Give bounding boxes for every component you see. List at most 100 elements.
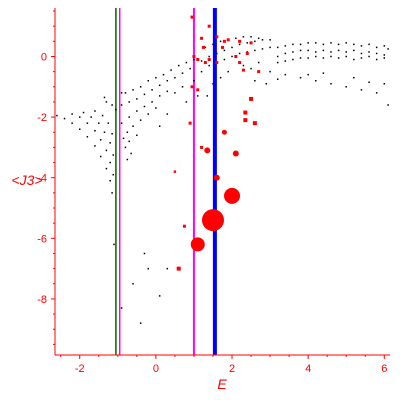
data-point — [94, 110, 96, 112]
data-point — [132, 125, 134, 127]
red-series — [173, 15, 261, 271]
data-point — [158, 84, 161, 87]
x-tick-label: 0 — [153, 363, 159, 375]
data-point — [166, 113, 169, 115]
data-point — [238, 52, 241, 55]
data-point — [219, 40, 222, 43]
data-point — [246, 42, 248, 44]
data-point — [223, 58, 226, 61]
data-point — [375, 52, 378, 55]
data-point — [284, 52, 287, 55]
data-point — [322, 57, 325, 59]
data-point — [227, 70, 229, 73]
data-point — [315, 42, 317, 44]
data-point — [200, 60, 203, 62]
data-point — [147, 267, 150, 270]
data-point — [330, 55, 332, 58]
data-point — [115, 108, 117, 111]
data-point — [254, 79, 256, 82]
data-point — [368, 55, 370, 58]
x-tick-label: 2 — [229, 363, 235, 375]
data-point — [105, 167, 108, 170]
data-point — [143, 252, 146, 255]
data-point — [383, 83, 386, 85]
data-point — [201, 45, 205, 49]
data-point — [337, 43, 340, 46]
data-point — [200, 145, 204, 149]
data-point — [231, 46, 233, 49]
data-point — [269, 39, 271, 41]
data-point — [269, 46, 271, 49]
data-point — [86, 136, 89, 138]
data-point — [257, 70, 261, 74]
data-point — [368, 81, 370, 83]
data-point — [299, 76, 302, 79]
data-point — [136, 134, 138, 137]
vertical-lines — [115, 8, 217, 355]
data-point — [345, 51, 347, 53]
data-point — [330, 42, 332, 44]
data-point — [213, 174, 220, 181]
data-point — [299, 49, 302, 52]
data-point — [375, 46, 378, 49]
data-point — [261, 39, 264, 41]
data-point — [330, 51, 332, 53]
data-point — [128, 116, 130, 118]
data-point — [360, 52, 363, 55]
data-point — [132, 89, 134, 91]
data-point — [109, 179, 111, 182]
data-point — [353, 49, 355, 52]
data-point — [170, 69, 172, 71]
data-point — [238, 61, 242, 65]
data-point — [189, 67, 191, 70]
data-point — [103, 96, 106, 99]
data-point — [284, 45, 287, 47]
data-point — [387, 104, 389, 106]
data-point — [238, 39, 242, 43]
data-point — [257, 61, 260, 64]
data-point — [111, 133, 113, 135]
data-point — [224, 187, 241, 204]
x-tick-label: -2 — [75, 363, 85, 375]
data-point — [193, 79, 195, 82]
data-point — [166, 79, 169, 82]
data-point — [299, 43, 302, 46]
data-point — [212, 43, 214, 46]
data-point — [176, 266, 181, 271]
data-point — [99, 155, 102, 158]
data-point — [284, 73, 287, 76]
data-point — [94, 129, 96, 132]
data-point — [99, 139, 102, 141]
data-point — [249, 41, 253, 45]
data-point — [105, 101, 108, 103]
data-point — [208, 55, 210, 58]
data-point — [330, 83, 332, 85]
x-ticks: -2 0 2 4 6 — [60, 355, 387, 375]
data-point — [101, 114, 104, 117]
data-point — [299, 57, 302, 59]
data-point — [216, 52, 218, 55]
data-point — [322, 72, 325, 74]
data-point — [307, 73, 309, 76]
data-point — [56, 114, 58, 117]
data-point — [103, 131, 106, 134]
data-point — [360, 45, 363, 47]
data-point — [353, 43, 355, 46]
data-point — [203, 61, 207, 65]
data-point — [136, 110, 138, 112]
data-point — [86, 122, 89, 124]
data-point — [128, 101, 130, 103]
data-point — [112, 154, 114, 156]
data-point — [246, 51, 248, 53]
data-point — [219, 76, 222, 79]
data-point — [71, 122, 73, 124]
data-point — [139, 86, 142, 88]
y-tick-label: -4 — [37, 173, 47, 185]
data-point — [124, 92, 127, 94]
data-point — [158, 95, 161, 97]
data-point — [181, 72, 184, 74]
data-point — [162, 73, 165, 76]
data-point — [190, 237, 205, 252]
data-point — [193, 58, 195, 61]
data-point — [250, 36, 252, 38]
